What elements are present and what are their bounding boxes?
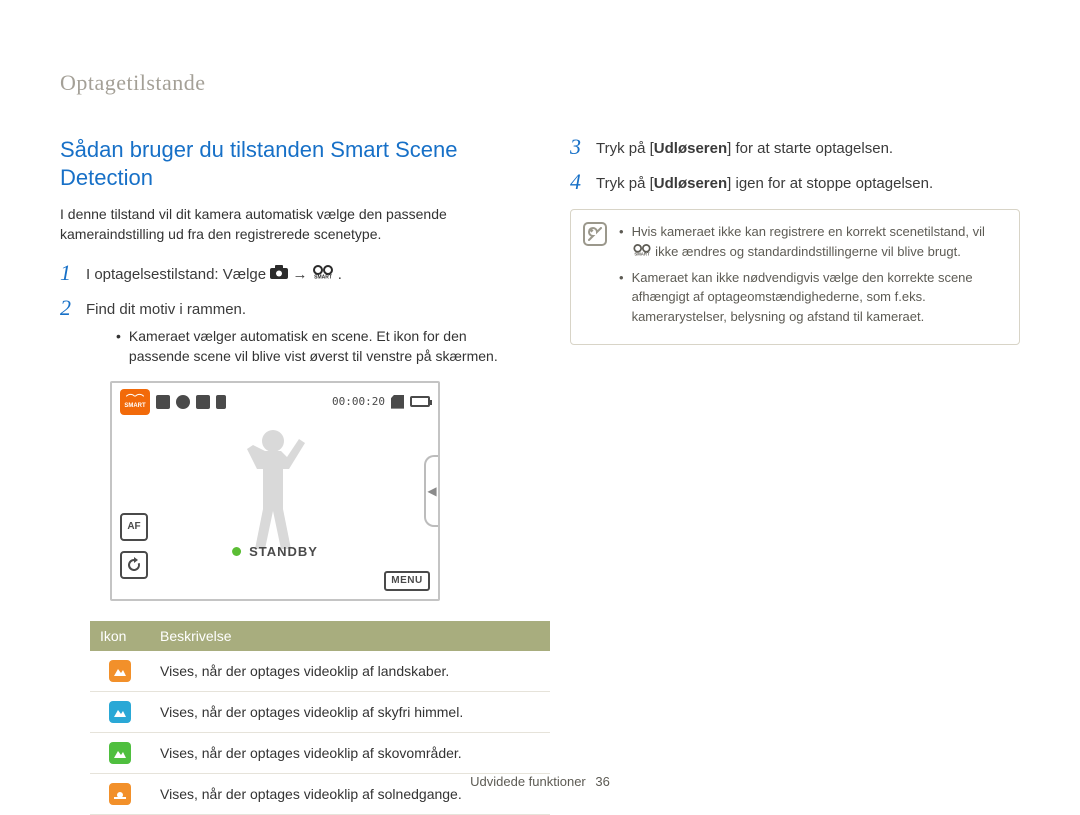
mountain-scene-icon [109,701,131,723]
step-4: 4 Tryk på [Udløseren] igen for at stoppe… [570,171,1020,196]
mountain-scene-icon [109,660,131,682]
person-silhouette [235,427,315,562]
scene-icon-cell [90,651,150,692]
mode-icon [156,395,170,409]
step-1-arrow: → [292,266,311,283]
scene-desc-cell: Vises, når der optages videoklip af skyf… [150,691,550,732]
svg-text:SMART: SMART [314,275,332,280]
step-text: Tryk på [Udløseren] for at starte optage… [596,136,893,161]
bullet-text: Kameraet vælger automatisk en scene. Et … [129,327,510,366]
page-footer: Udvidede funktioner 36 [0,774,1080,789]
breadcrumb: Optagetilstande [60,70,1020,96]
footer-text: Udvidede funktioner [470,774,586,789]
af-button-icon: AF [120,513,148,541]
bullet-dot: • [619,268,624,327]
left-column: Sådan bruger du tilstanden Smart Scene D… [60,136,510,815]
two-column-layout: Sådan bruger du tilstanden Smart Scene D… [60,136,1020,815]
standby-indicator: STANDBY [232,544,318,559]
step-text: I optagelsestilstand: Vælge → SMART . [86,262,342,287]
note-item: •Kameraet kan ikke nødvendigvis vælge de… [619,268,1005,327]
scene-desc-cell: Vises, når der optages videoklip af skov… [150,732,550,773]
mode-icon [216,395,226,409]
mode-icon [196,395,210,409]
mountain-scene-icon [109,742,131,764]
camera-top-right: 00:00:20 [332,395,430,409]
camera-mode-icon [270,264,288,287]
svg-text:SMART: SMART [634,252,650,256]
table-header-desc: Beskrivelse [150,621,550,651]
step-3: 3 Tryk på [Udløseren] for at starte opta… [570,136,1020,161]
step-number: 1 [60,262,76,284]
table-row: Vises, når der optages videoklip af skov… [90,732,550,773]
intro-paragraph: I denne tilstand vil dit kamera automati… [60,205,510,244]
bullet-dot: • [116,327,121,366]
smart-badge-label: SMART [124,403,145,409]
step-3-post: ] for at starte optagelsen. [727,140,893,157]
step-number: 2 [60,297,76,319]
sd-card-icon [391,395,404,409]
table-header-row: Ikon Beskrivelse [90,621,550,651]
page: Optagetilstande Sådan bruger du tilstand… [0,0,1080,815]
scene-icon-cell [90,732,150,773]
note-text: Hvis kameraet ikke kan registrere en kor… [632,222,1005,262]
bullet-dot: • [619,222,624,262]
menu-button-icon: MENU [384,571,430,591]
step-text: Tryk på [Udløseren] igen for at stoppe o… [596,171,933,196]
table-row: Vises, når der optages videoklip af skyf… [90,691,550,732]
camera-top-left: ⌒⌒ SMART [120,389,226,415]
footer-page-number: 36 [595,774,609,789]
refresh-button-icon [120,551,148,579]
step-3-bold: Udløseren [654,140,727,157]
mode-icon [176,395,190,409]
table-row: Vises, når der optages videoklip af land… [90,651,550,692]
standby-label: STANDBY [249,544,318,559]
step-1: 1 I optagelsestilstand: Vælge → SMART . [60,262,510,287]
step-number: 3 [570,136,586,158]
table-header-icon: Ikon [90,621,150,651]
scene-desc-cell: Vises, når der optages videoklip af land… [150,651,550,692]
right-column: 3 Tryk på [Udløseren] for at starte opta… [570,136,1020,815]
step-text: Find dit motiv i rammen. [86,297,246,322]
step-4-bold: Udløseren [654,175,727,192]
camera-preview-mock: ⌒⌒ SMART 00:00:20 [110,381,440,601]
step-4-post: ] igen for at stoppe optagelsen. [727,175,933,192]
step-2: 2 Find dit motiv i rammen. [60,297,510,322]
camera-top-bar: ⌒⌒ SMART 00:00:20 [120,389,430,415]
step-1-before: I optagelsestilstand: Vælge [86,266,270,283]
standby-led-icon [232,547,241,556]
section-title: Sådan bruger du tilstanden Smart Scene D… [60,136,510,191]
camera-left-controls: AF [120,513,148,579]
record-time: 00:00:20 [332,395,385,408]
note-item: •Hvis kameraet ikke kan registrere en ko… [619,222,1005,262]
step-number: 4 [570,171,586,193]
step-2-bullets: • Kameraet vælger automatisk en scene. E… [116,327,510,366]
battery-icon [410,396,430,407]
step-1-tail: . [338,266,342,283]
step-3-pre: Tryk på [ [596,140,654,157]
smart-mode-icon: SMART [312,264,334,287]
side-tab-icon: ◀ [424,455,438,527]
scene-icon-cell [90,691,150,732]
note-icon [583,222,607,246]
step-4-pre: Tryk på [ [596,175,654,192]
smart-mode-icon: SMART [632,242,652,262]
note-box: •Hvis kameraet ikke kan registrere en ko… [570,209,1020,345]
note-text: Kameraet kan ikke nødvendigvis vælge den… [632,268,1005,327]
smart-badge-icon: ⌒⌒ SMART [120,389,150,415]
